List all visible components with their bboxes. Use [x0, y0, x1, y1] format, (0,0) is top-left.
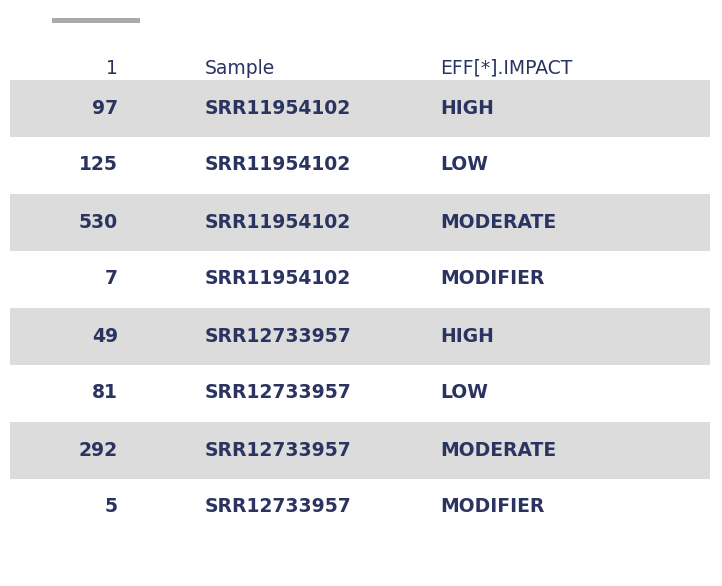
Text: 530: 530: [79, 213, 118, 231]
Text: SRR11954102: SRR11954102: [205, 270, 351, 288]
Text: Sample: Sample: [205, 59, 275, 77]
Bar: [10, 80, 710, 137]
Text: 125: 125: [79, 155, 118, 175]
Text: 292: 292: [79, 441, 118, 459]
Text: 5: 5: [105, 498, 118, 516]
Text: EFF[*].IMPACT: EFF[*].IMPACT: [440, 59, 573, 77]
Text: SRR11954102: SRR11954102: [205, 155, 351, 175]
Text: SRR12733957: SRR12733957: [205, 383, 352, 403]
Text: MODERATE: MODERATE: [440, 213, 556, 231]
Bar: [10, 308, 710, 364]
Text: LOW: LOW: [440, 383, 488, 403]
Text: SRR11954102: SRR11954102: [205, 98, 351, 118]
Text: 49: 49: [92, 326, 118, 346]
Bar: [10, 193, 710, 250]
Text: 7: 7: [105, 270, 118, 288]
Text: SRR12733957: SRR12733957: [205, 498, 352, 516]
Text: MODIFIER: MODIFIER: [440, 270, 544, 288]
Bar: [10, 421, 710, 479]
Text: MODERATE: MODERATE: [440, 441, 556, 459]
Text: HIGH: HIGH: [440, 326, 494, 346]
Bar: [52, 18, 140, 23]
Text: 1: 1: [106, 59, 118, 77]
Text: HIGH: HIGH: [440, 98, 494, 118]
Text: MODIFIER: MODIFIER: [440, 498, 544, 516]
Text: SRR12733957: SRR12733957: [205, 441, 352, 459]
Text: SRR11954102: SRR11954102: [205, 213, 351, 231]
Text: LOW: LOW: [440, 155, 488, 175]
Text: 97: 97: [92, 98, 118, 118]
Text: SRR12733957: SRR12733957: [205, 326, 352, 346]
Text: 81: 81: [92, 383, 118, 403]
